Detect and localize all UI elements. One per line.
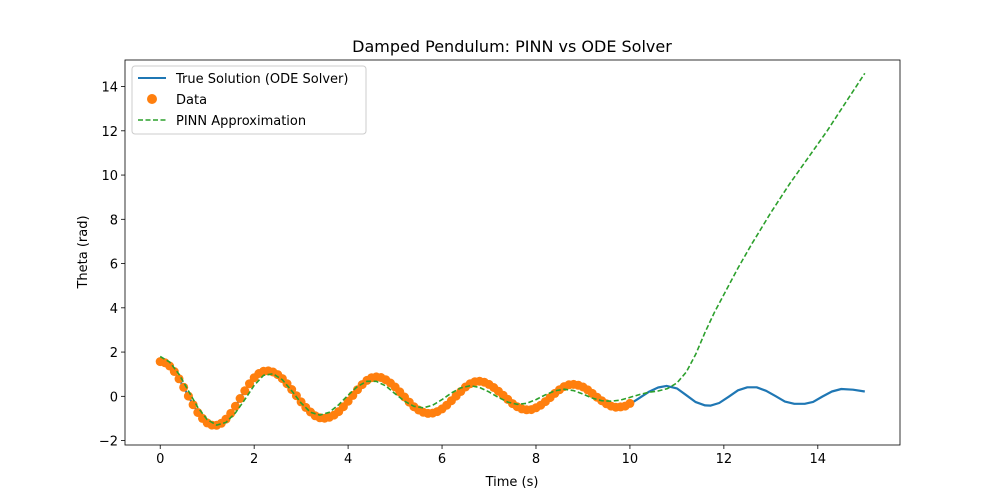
- data-point: [240, 386, 250, 396]
- y-tick-label: 8: [110, 213, 118, 228]
- pinn-approximation-line: [159, 72, 866, 426]
- legend-label-data: Data: [176, 93, 207, 108]
- series-layer: [155, 72, 866, 430]
- y-tick-label: 10: [101, 169, 118, 184]
- x-tick-label: 4: [344, 452, 352, 467]
- y-tick-label: 14: [101, 81, 118, 96]
- x-axis: 0 2 4 6 8 10 12 14: [156, 445, 826, 467]
- data-point: [183, 391, 193, 401]
- y-tick-label: −2: [99, 435, 118, 450]
- y-axis: −2 0 2 4 6 8 10 12 14: [99, 81, 125, 450]
- data-point: [226, 408, 236, 418]
- y-tick-label: 6: [110, 258, 118, 273]
- y-tick-label: 0: [110, 390, 118, 405]
- data-point: [230, 401, 240, 411]
- data-point: [174, 374, 184, 384]
- plot-area: [155, 72, 866, 430]
- legend-swatch-data: [147, 94, 157, 104]
- y-axis-title: Theta (rad): [76, 215, 91, 289]
- x-tick-label: 6: [438, 452, 446, 467]
- data-point: [235, 394, 245, 403]
- plot-frame: [124, 59, 901, 446]
- data-point: [625, 398, 635, 408]
- x-tick-label: 10: [622, 452, 639, 467]
- data-point: [188, 400, 198, 410]
- data-point: [169, 367, 179, 376]
- x-tick-label: 8: [532, 452, 540, 467]
- x-tick-label: 14: [810, 452, 827, 467]
- legend-label-true-solution: True Solution (ODE Solver): [175, 72, 348, 87]
- legend-label-pinn: PINN Approximation: [176, 114, 306, 129]
- x-tick-label: 2: [250, 452, 258, 467]
- y-tick-label: 4: [110, 302, 118, 317]
- chart-title: Damped Pendulum: PINN vs ODE Solver: [352, 37, 672, 56]
- legend: True Solution (ODE Solver) Data PINN App…: [131, 65, 367, 135]
- legend-box: [131, 65, 367, 135]
- y-tick-label: 2: [110, 346, 118, 361]
- x-tick-label: 0: [156, 452, 164, 467]
- x-tick-label: 12: [716, 452, 733, 467]
- x-axis-title: Time (s): [485, 475, 539, 490]
- y-tick-label: 12: [101, 125, 118, 140]
